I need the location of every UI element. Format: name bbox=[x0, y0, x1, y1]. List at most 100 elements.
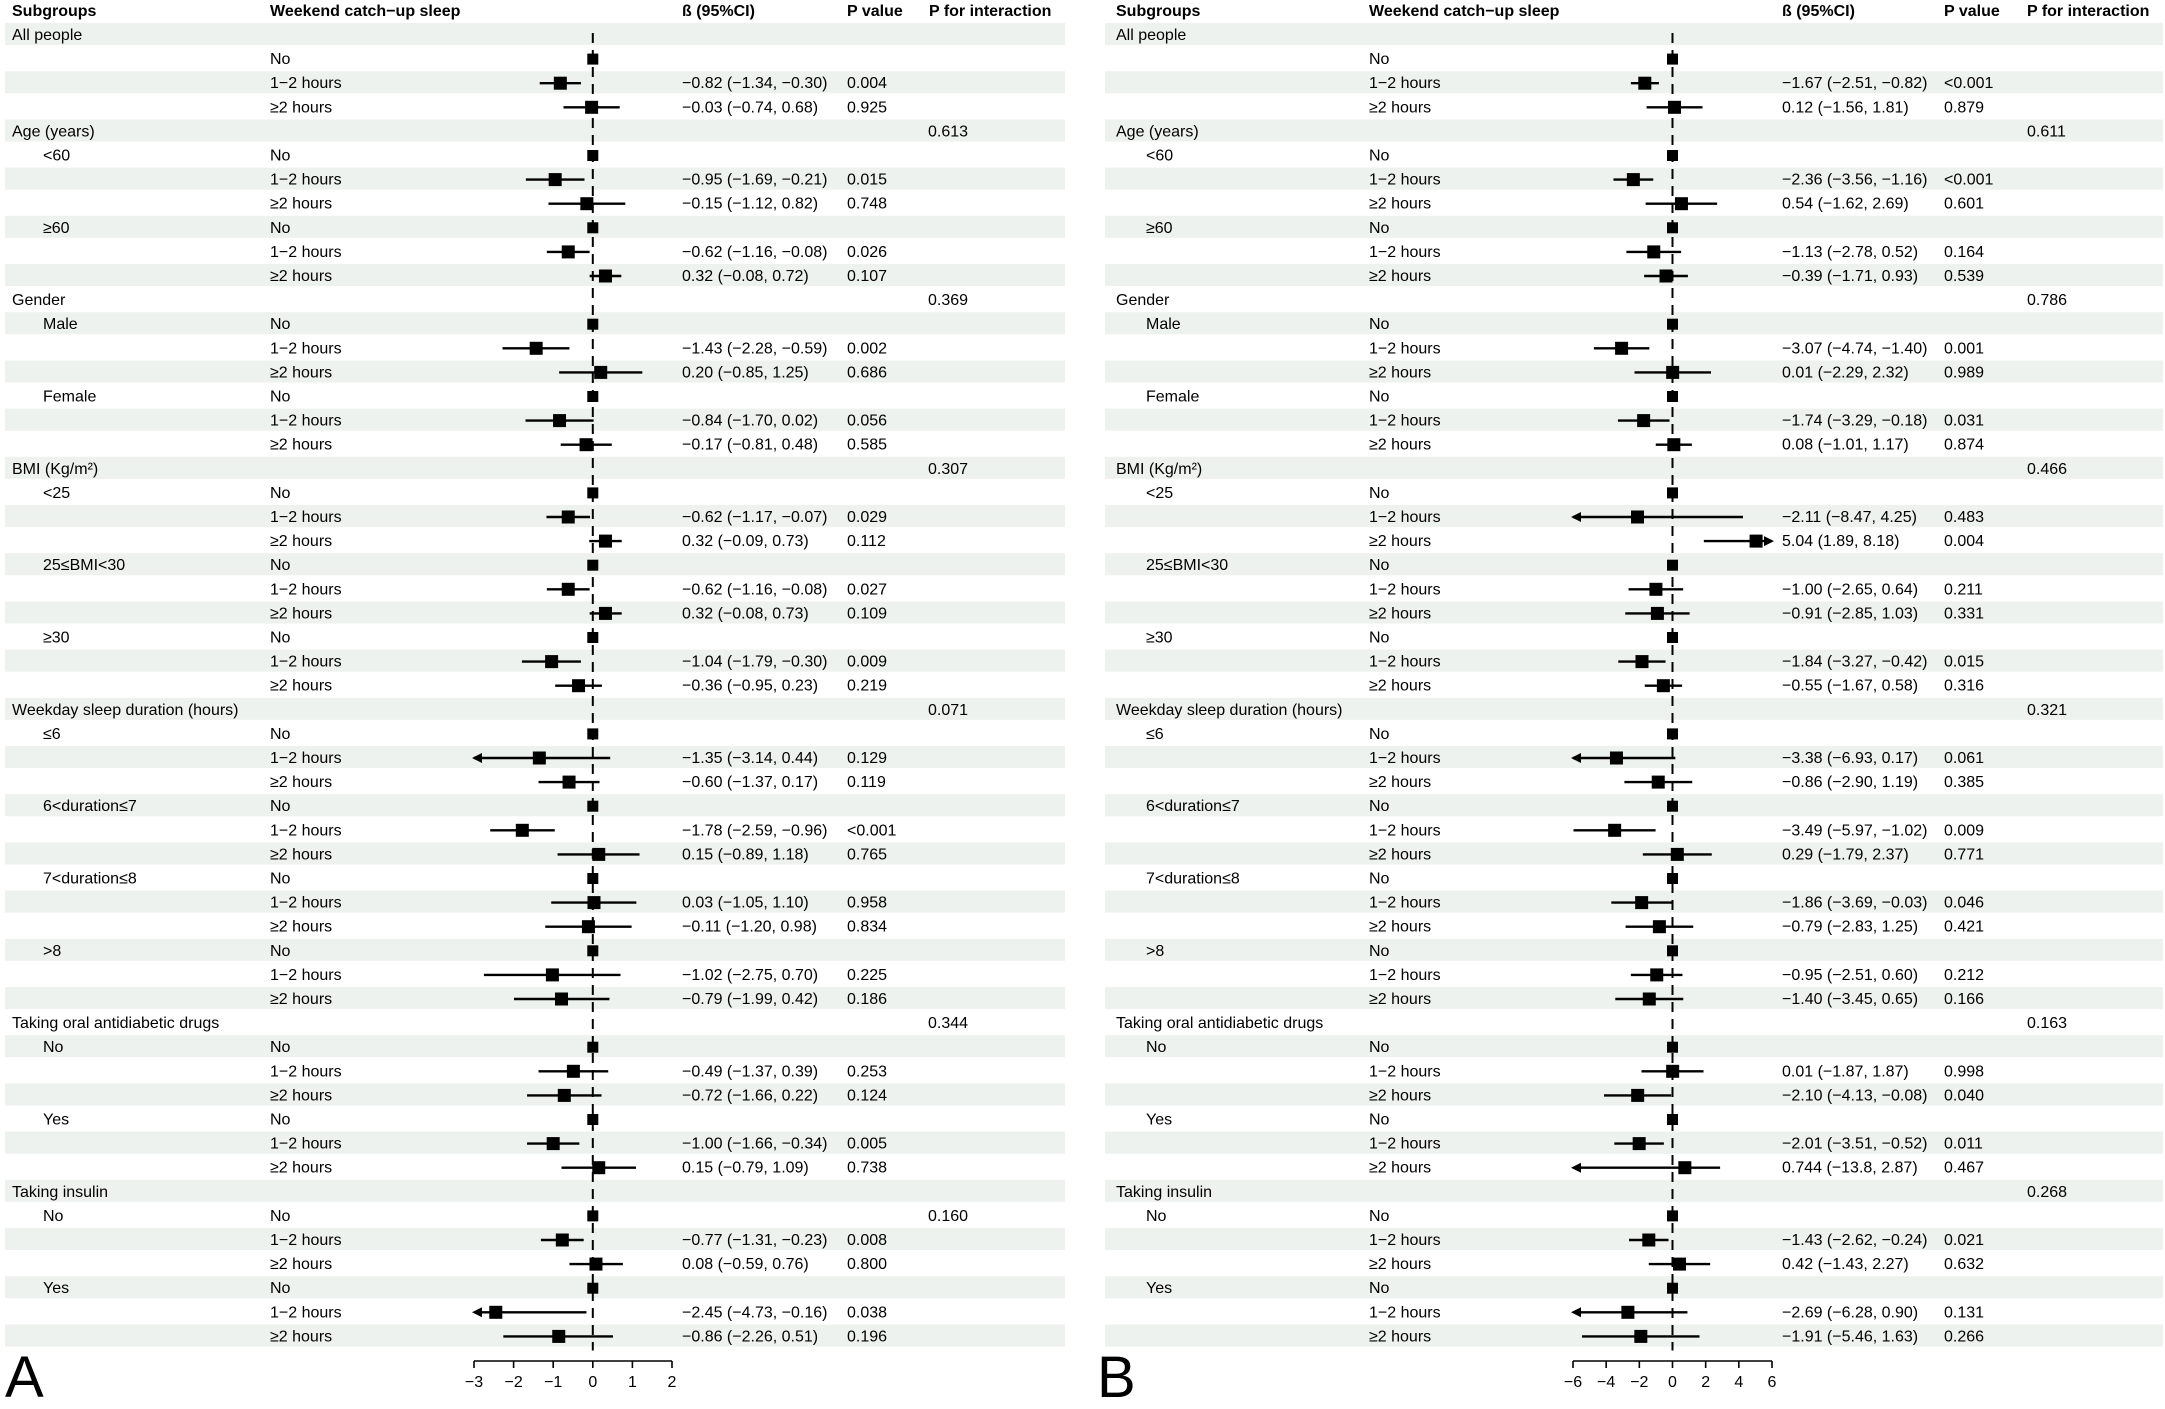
subgroup-label: Taking oral antidiabetic drugs bbox=[12, 1015, 219, 1032]
beta-ci-value: −0.77 (−1.31, −0.23) bbox=[682, 1232, 827, 1249]
group-header-row: Age (years) 0.611 bbox=[1116, 123, 2066, 140]
table-row: 1−2 hours −1.43 (−2.62, −0.24) 0.021 bbox=[1369, 1232, 1984, 1249]
table-row: 6<duration≤7 No bbox=[1146, 798, 1678, 815]
point-estimate bbox=[587, 1041, 599, 1053]
subgroup-level-label: No bbox=[43, 1039, 64, 1056]
catchup-category-label: 1−2 hours bbox=[270, 581, 342, 598]
table-row: ≥2 hours 0.744 (−13.8, 2.87) 0.467 bbox=[1369, 1160, 1984, 1177]
point-estimate bbox=[545, 655, 559, 669]
beta-ci-value: −3.38 (−6.93, 0.17) bbox=[1782, 750, 1918, 767]
row-band bbox=[5, 23, 1065, 46]
point-estimate bbox=[1659, 269, 1673, 283]
table-row: 25≤BMI<30 No bbox=[1146, 557, 1678, 574]
subgroup-label: Gender bbox=[1116, 292, 1170, 309]
catchup-category-label: No bbox=[270, 871, 291, 888]
beta-ci-value: −0.55 (−1.67, 0.58) bbox=[1782, 678, 1918, 695]
point-estimate bbox=[1667, 1282, 1678, 1294]
table-row: ≥2 hours −2.10 (−4.13, −0.08) 0.040 bbox=[1369, 1087, 1984, 1104]
p-value: <0.001 bbox=[1944, 75, 1993, 92]
subgroup-label: Age (years) bbox=[1116, 123, 1199, 140]
beta-ci-value: −1.43 (−2.28, −0.59) bbox=[682, 340, 827, 357]
x-axis-tick-label: 2 bbox=[1701, 1374, 1710, 1391]
catchup-category-label: 1−2 hours bbox=[1369, 1232, 1441, 1249]
point-estimate bbox=[1634, 1329, 1648, 1343]
beta-ci-value: −0.36 (−0.95, 0.23) bbox=[682, 678, 818, 695]
subgroup-level-label: No bbox=[1146, 1039, 1167, 1056]
catchup-category-label: ≥2 hours bbox=[270, 196, 332, 213]
catchup-category-label: No bbox=[270, 389, 291, 406]
subgroup-label: Age (years) bbox=[12, 123, 95, 140]
p-value: 0.004 bbox=[1944, 533, 1984, 550]
table-row: ≥2 hours 0.15 (−0.89, 1.18) 0.765 bbox=[270, 846, 887, 863]
catchup-category-label: 1−2 hours bbox=[1369, 1136, 1441, 1153]
x-axis-tick-label: −6 bbox=[1564, 1374, 1582, 1391]
p-value: 0.925 bbox=[847, 99, 887, 116]
table-row: 1−2 hours −1.86 (−3.69, −0.03) 0.046 bbox=[1369, 895, 1984, 912]
header-beta-ci: ß (95%CI) bbox=[1782, 3, 1855, 20]
x-axis: −6 −4 −2 0 2 4 6 bbox=[1564, 1360, 1777, 1391]
panel-label: A bbox=[5, 1345, 44, 1409]
table-row: <60 No bbox=[1146, 148, 1678, 165]
catchup-category-label: No bbox=[270, 220, 291, 237]
beta-ci-value: −0.60 (−1.37, 0.17) bbox=[682, 774, 818, 791]
table-row: ≥2 hours −0.03 (−0.74, 0.68) 0.925 bbox=[270, 99, 887, 116]
point-estimate bbox=[580, 197, 594, 211]
p-value: 0.009 bbox=[1944, 822, 1984, 839]
group-header-row: Gender 0.786 bbox=[1116, 292, 2067, 309]
row-band bbox=[1105, 215, 2163, 238]
point-estimate bbox=[581, 920, 595, 934]
catchup-category-label: No bbox=[1369, 220, 1390, 237]
table-row: No No bbox=[1146, 1208, 1678, 1225]
table-row: <25 No bbox=[43, 485, 599, 502]
beta-ci-value: 0.08 (−1.01, 1.17) bbox=[1782, 437, 1909, 454]
point-estimate bbox=[1652, 920, 1666, 934]
x-axis-tick-label: 0 bbox=[1668, 1374, 1677, 1391]
beta-ci-value: −3.07 (−4.74, −1.40) bbox=[1782, 340, 1927, 357]
table-row: Yes No bbox=[43, 1280, 599, 1297]
p-value: 0.989 bbox=[1944, 364, 1984, 381]
table-row: 1−2 hours −3.07 (−4.74, −1.40) 0.001 bbox=[1369, 340, 1984, 357]
subgroup-level-label: 25≤BMI<30 bbox=[1146, 557, 1228, 574]
catchup-category-label: 1−2 hours bbox=[270, 750, 342, 767]
catchup-category-label: 1−2 hours bbox=[1369, 172, 1441, 189]
subgroup-level-label: ≥60 bbox=[1146, 220, 1173, 237]
catchup-category-label: No bbox=[1369, 51, 1390, 68]
subgroup-label: All people bbox=[12, 27, 82, 44]
point-estimate bbox=[598, 534, 612, 548]
p-value: 0.212 bbox=[1944, 967, 1984, 984]
table-row: Female No bbox=[1146, 389, 1678, 406]
catchup-category-label: ≥2 hours bbox=[1369, 1256, 1431, 1273]
catchup-category-label: No bbox=[270, 316, 291, 333]
point-estimate bbox=[592, 847, 606, 861]
beta-ci-value: 0.54 (−1.62, 2.69) bbox=[1782, 196, 1909, 213]
p-value: 0.483 bbox=[1944, 509, 1984, 526]
point-estimate bbox=[557, 1088, 571, 1102]
table-row: 1−2 hours −0.84 (−1.70, 0.02) 0.056 bbox=[270, 413, 887, 430]
catchup-category-label: No bbox=[270, 726, 291, 743]
row-band bbox=[1105, 842, 2163, 865]
catchup-category-label: No bbox=[1369, 726, 1390, 743]
header-beta-ci: ß (95%CI) bbox=[682, 3, 755, 20]
subgroup-label: Weekday sleep duration (hours) bbox=[1116, 702, 1343, 719]
subgroup-level-label: No bbox=[43, 1208, 64, 1225]
point-estimate bbox=[1656, 679, 1670, 693]
beta-ci-value: −1.40 (−3.45, 0.65) bbox=[1782, 991, 1918, 1008]
catchup-category-label: 1−2 hours bbox=[1369, 822, 1441, 839]
point-estimate bbox=[1666, 1064, 1680, 1078]
point-estimate bbox=[1631, 1088, 1645, 1102]
table-row: 1−2 hours −1.04 (−1.79, −0.30) 0.009 bbox=[270, 654, 887, 671]
row-band bbox=[1105, 553, 2163, 576]
row-band bbox=[5, 794, 1065, 817]
beta-ci-value: −2.11 (−8.47, 4.25) bbox=[1782, 509, 1917, 526]
table-row: Yes No bbox=[1146, 1280, 1678, 1297]
p-value: 0.958 bbox=[847, 895, 887, 912]
p-value: 0.001 bbox=[1944, 340, 1984, 357]
point-estimate bbox=[1637, 414, 1651, 428]
ci-arrow-right bbox=[1764, 536, 1774, 547]
table-row: No No bbox=[1146, 1039, 1678, 1056]
beta-ci-value: −1.00 (−2.65, 0.64) bbox=[1782, 581, 1918, 598]
p-value: 0.998 bbox=[1944, 1063, 1984, 1080]
beta-ci-value: −0.79 (−1.99, 0.42) bbox=[682, 991, 818, 1008]
catchup-category-label: No bbox=[1369, 316, 1390, 333]
